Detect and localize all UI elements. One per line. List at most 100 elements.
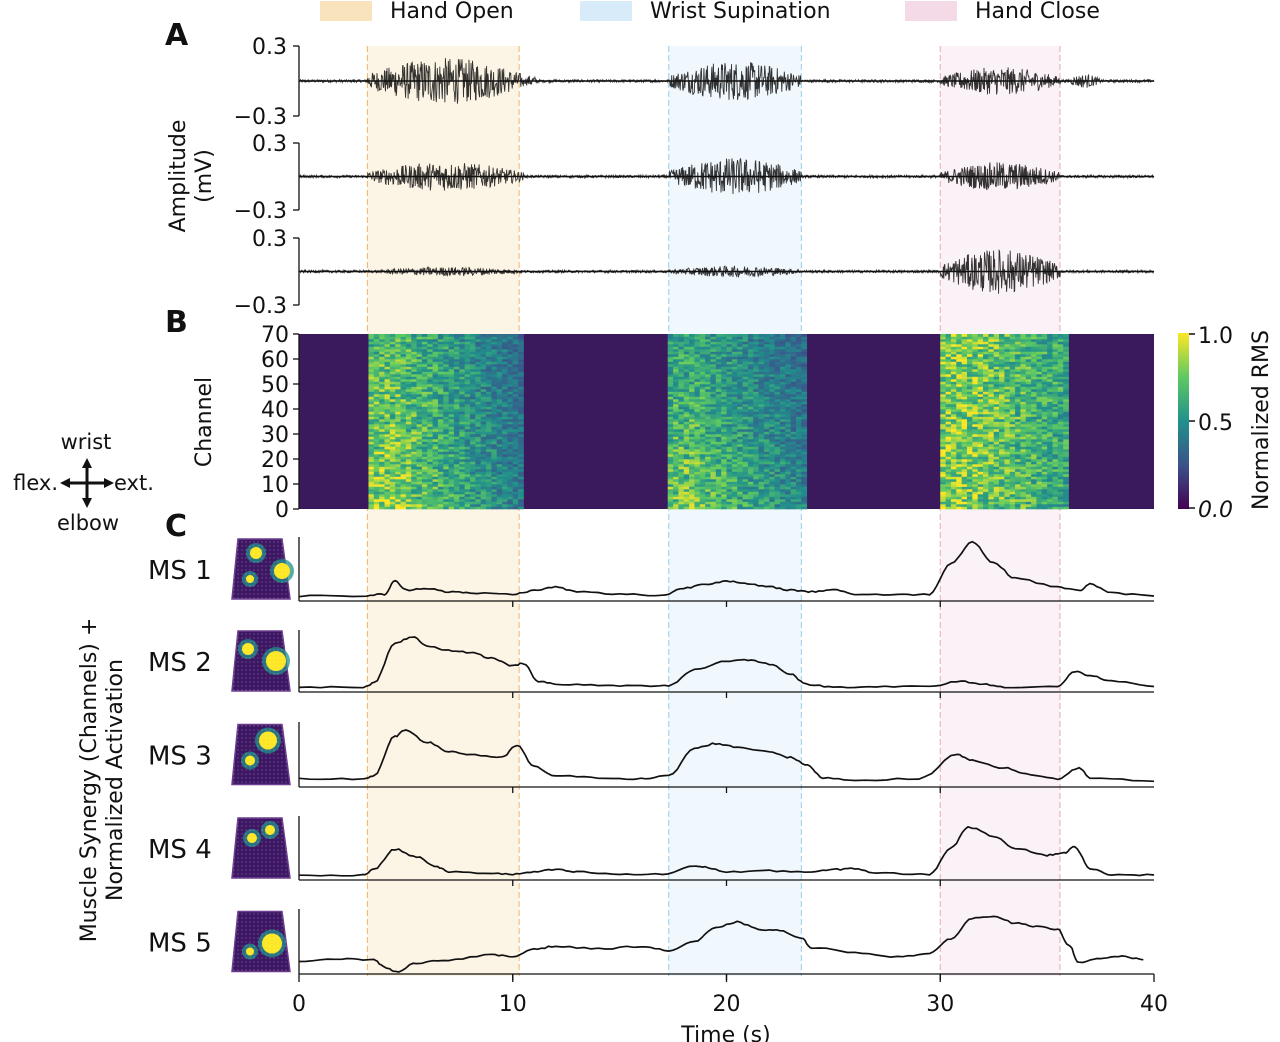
- heatmap-cell: [673, 439, 679, 442]
- heatmap-cell: [774, 424, 781, 427]
- heatmap-cell: [977, 454, 984, 457]
- heatmap-cell: [769, 384, 775, 387]
- heatmap-cell: [961, 426, 968, 430]
- heatmap-cell: [1004, 399, 1011, 402]
- heatmap-cell: [726, 431, 733, 435]
- heatmap-cell: [1047, 419, 1053, 422]
- heatmap-cell: [721, 411, 727, 415]
- heatmap-cell: [507, 431, 514, 435]
- heatmap-cell: [689, 419, 695, 422]
- heatmap-cell: [763, 426, 770, 430]
- heatmap-cell: [747, 459, 754, 462]
- heatmap-cell: [421, 381, 428, 385]
- heatmap-cell: [432, 369, 439, 372]
- heatmap-cell: [443, 436, 450, 440]
- heatmap-cell: [1009, 459, 1016, 462]
- heatmap-cell: [496, 359, 503, 362]
- heatmap-cell: [667, 416, 674, 420]
- heatmap-cell: [763, 431, 770, 435]
- heatmap-cell: [443, 506, 450, 510]
- heatmap-cell: [1041, 479, 1048, 482]
- heatmap-cell: [502, 411, 508, 415]
- heatmap-cell: [384, 379, 391, 382]
- heatmap-cell: [384, 491, 391, 495]
- heatmap-cell: [1052, 484, 1059, 487]
- heatmap-cell: [1020, 416, 1027, 420]
- heatmap-cell: [475, 459, 482, 462]
- heatmap-cell: [1004, 361, 1011, 365]
- heatmap-cell: [475, 421, 482, 425]
- heatmap-cell: [459, 496, 466, 500]
- heatmap-cell: [1047, 454, 1053, 457]
- heatmap-cell: [715, 426, 722, 430]
- heatmap-cell: [379, 454, 385, 457]
- heatmap-cell: [389, 429, 396, 432]
- heatmap-cell: [502, 429, 508, 432]
- heatmap-cell: [758, 446, 765, 450]
- heatmap-cell: [689, 376, 695, 380]
- heatmap-cell: [421, 379, 428, 382]
- heatmap-cell: [475, 426, 482, 430]
- heatmap-cell: [966, 469, 973, 472]
- heatmap-cell: [785, 394, 792, 397]
- heatmap-cell: [1025, 489, 1032, 492]
- heatmap-cell: [983, 419, 989, 422]
- heatmap-cell: [491, 426, 498, 430]
- heatmap-cell: [1020, 466, 1027, 470]
- heatmap-cell: [945, 421, 952, 425]
- heatmap-cell: [1036, 474, 1043, 477]
- heatmap-cell: [940, 429, 946, 432]
- heatmap-cell: [518, 376, 524, 380]
- heatmap-cell: [453, 356, 460, 360]
- heatmap-cell: [710, 484, 717, 487]
- heatmap-cell: [779, 491, 786, 495]
- heatmap-cell: [753, 364, 759, 367]
- heatmap-cell: [763, 429, 770, 432]
- heatmap-cell: [1025, 451, 1032, 455]
- heatmap-cell: [389, 414, 396, 417]
- heatmap-cell: [432, 426, 439, 430]
- heatmap-cell: [437, 469, 444, 472]
- heatmap-cell: [972, 359, 979, 362]
- heatmap-cell: [368, 486, 375, 490]
- heatmap-cell: [421, 399, 428, 402]
- heatmap-cell: [747, 389, 754, 392]
- heatmap-cell: [972, 476, 979, 480]
- heatmap-cell: [694, 416, 701, 420]
- heatmap-cell: [790, 434, 797, 437]
- heatmap-cell: [421, 456, 428, 460]
- heatmap-cell: [395, 441, 401, 445]
- heatmap-cell: [395, 369, 401, 372]
- heatmap-cell: [496, 434, 503, 437]
- heatmap-cell: [459, 416, 466, 420]
- heatmap-cell: [395, 476, 401, 480]
- heatmap-cell: [1041, 354, 1048, 357]
- heatmap-cell: [710, 459, 717, 462]
- heatmap-cell: [475, 419, 482, 422]
- heatmap-cell: [464, 496, 471, 500]
- heatmap-cell: [512, 471, 519, 475]
- heatmap-cell: [496, 444, 503, 447]
- heatmap-cell: [491, 434, 498, 437]
- heatmap-cell: [1020, 394, 1027, 397]
- heatmap-cell: [512, 501, 519, 505]
- heatmap-cell: [721, 386, 727, 390]
- heatmap-cell: [956, 446, 963, 450]
- heatmap-cell: [999, 439, 1005, 442]
- heatmap-cell: [961, 501, 968, 505]
- heatmap-cell: [801, 444, 808, 447]
- heatmap-cell: [769, 451, 775, 455]
- heatmap-cell: [1015, 369, 1021, 372]
- heatmap-cell: [1025, 494, 1032, 497]
- heatmap-cell: [694, 461, 701, 465]
- heatmap-cell: [731, 436, 738, 440]
- heatmap-cell: [1036, 364, 1043, 367]
- heatmap-cell: [491, 351, 498, 355]
- heatmap-cell: [961, 406, 968, 410]
- heatmap-cell: [689, 414, 695, 417]
- heatmap-cell: [988, 384, 995, 387]
- heatmap-cell: [993, 399, 1000, 402]
- heatmap-cell: [502, 456, 508, 460]
- heatmap-cell: [673, 351, 679, 355]
- heatmap-cell: [988, 499, 995, 502]
